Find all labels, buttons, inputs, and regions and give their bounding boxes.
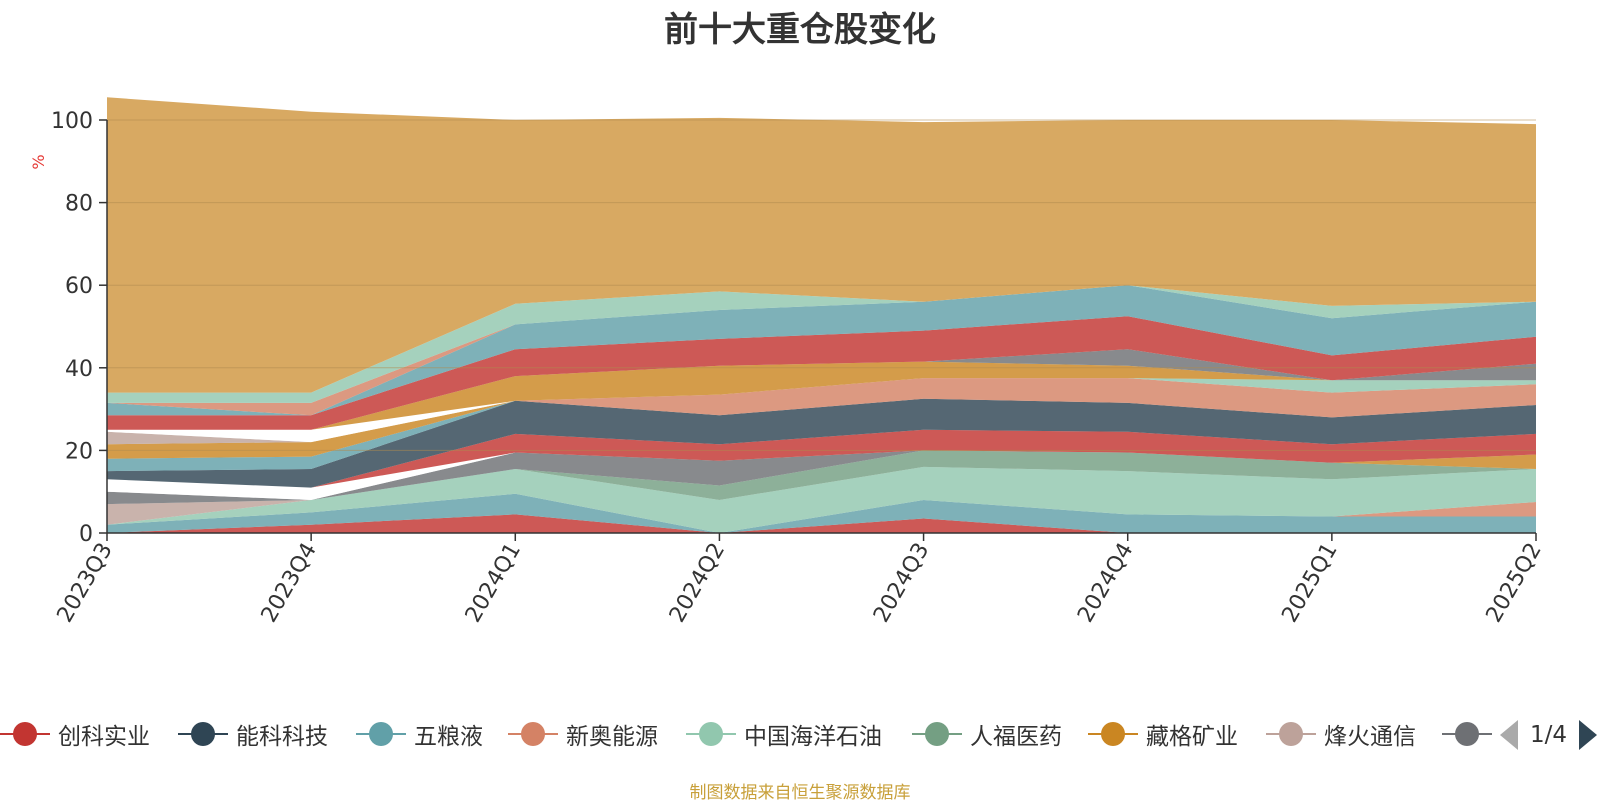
area-series-24 (107, 97, 1536, 393)
area-series-4 (107, 466, 1536, 533)
legend: 创科实业 能科科技 五粮液 新奥能源 中国海洋石油 人福医药 藏格矿业 烽火通信 (0, 712, 1600, 756)
area-series-15 (107, 378, 1536, 445)
legend-marker-icon (1088, 720, 1138, 748)
legend-item[interactable]: 能科科技 (178, 712, 328, 756)
legend-next-page-button[interactable] (1579, 720, 1598, 750)
x-tick-label: 2025Q1 (1277, 539, 1342, 627)
area-series-5 (107, 450, 1536, 525)
legend-item[interactable]: 人福医药 (912, 712, 1062, 756)
legend-label: 中国海洋石油 (744, 724, 882, 750)
y-axis-label: % (29, 154, 48, 169)
area-series-12 (107, 398, 1536, 472)
legend-item[interactable]: 中国海洋石油 (686, 712, 882, 756)
legend-marker-icon (178, 720, 228, 748)
axes (106, 120, 1536, 534)
legend-marker-icon (1266, 720, 1316, 748)
y-tick-label: 20 (65, 439, 93, 464)
legend-item[interactable]: 创科实业 (0, 712, 150, 756)
y-tick-label: 80 (65, 192, 93, 217)
legend-item[interactable] (1442, 712, 1492, 756)
legend-marker-icon (356, 720, 406, 748)
x-tick-label: 2024Q3 (869, 539, 934, 627)
legend-pager: 1/4 (1500, 718, 1598, 752)
chart-title: 前十大重仓股变化 (664, 10, 936, 50)
legend-label: 烽火通信 (1324, 724, 1416, 750)
legend-item[interactable]: 藏格矿业 (1088, 712, 1238, 756)
legend-marker-icon (1442, 720, 1492, 748)
x-tick-label: 2024Q1 (461, 539, 526, 627)
legend-marker-icon (686, 720, 736, 748)
x-tick-label: 2023Q3 (53, 539, 118, 627)
x-tick-label: 2024Q4 (1073, 539, 1138, 627)
area-series-8 (107, 450, 1536, 505)
source-note: 制图数据来自恒生聚源数据库 (689, 783, 911, 803)
y-tick-label: 60 (65, 274, 93, 299)
y-tick-label: 0 (79, 522, 93, 547)
legend-marker-icon (508, 720, 558, 748)
legend-item[interactable]: 新奥能源 (508, 712, 658, 756)
legend-marker-icon (0, 720, 50, 748)
legend-label: 藏格矿业 (1146, 724, 1238, 750)
area-series-2 (107, 493, 1536, 533)
legend-label: 人福医药 (970, 724, 1062, 750)
x-tick-label: 2025Q2 (1482, 539, 1547, 627)
legend-label: 创科实业 (58, 724, 150, 750)
area-series-1 (107, 514, 1536, 533)
legend-label: 能科科技 (236, 724, 328, 750)
legend-label: 新奥能源 (566, 724, 658, 750)
legend-page-indicator: 1/4 (1530, 722, 1568, 748)
legend-prev-page-button[interactable] (1500, 720, 1518, 750)
area-series-13 (107, 398, 1536, 459)
legend-label: 五粮液 (414, 724, 483, 750)
area-series-14 (107, 378, 1536, 445)
area-series-9 (107, 450, 1536, 500)
y-tick-label: 100 (51, 109, 93, 134)
gridlines (107, 119, 1536, 451)
area-series-18 (107, 361, 1536, 430)
area-series-21 (107, 285, 1536, 416)
area-series-11 (107, 398, 1536, 488)
y-tick-label: 40 (65, 357, 93, 382)
legend-marker-icon (912, 720, 962, 748)
legend-item[interactable]: 五粮液 (356, 712, 483, 756)
x-tick-label: 2023Q4 (257, 539, 322, 627)
area-series-20 (107, 316, 1536, 430)
area-series-group (107, 97, 1536, 533)
legend-item[interactable]: 烽火通信 (1266, 712, 1416, 756)
x-tick-label: 2024Q2 (665, 539, 730, 627)
area-series-17 (107, 378, 1536, 443)
area-series-10 (107, 429, 1536, 488)
